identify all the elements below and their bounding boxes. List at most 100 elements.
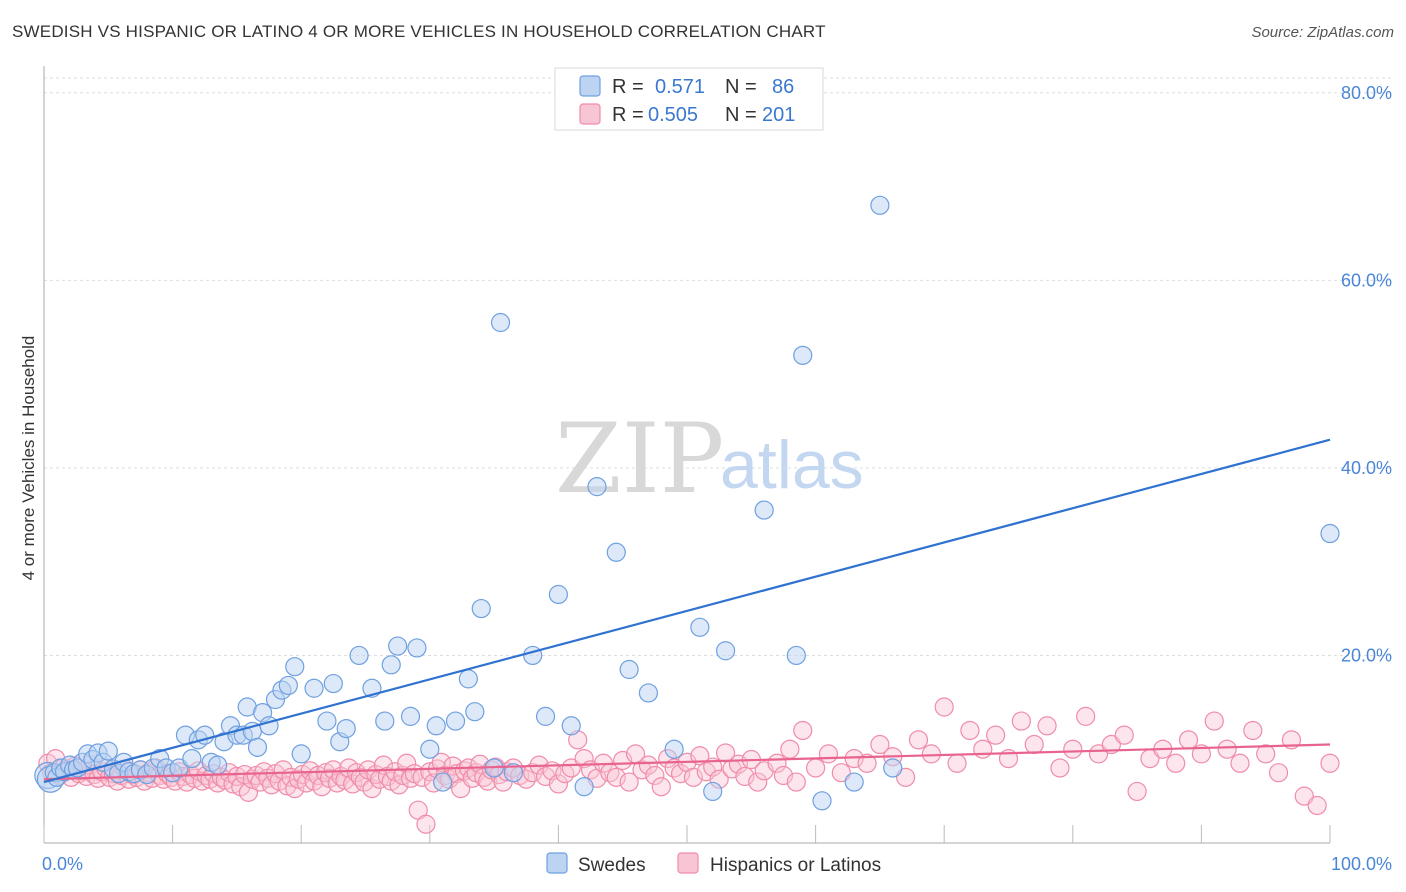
hispanics-point: [1256, 744, 1276, 764]
swedes-point: [278, 675, 298, 696]
hispanics-point: [1281, 730, 1302, 750]
hispanics-point: [1217, 739, 1237, 759]
swedes-point: [465, 702, 485, 722]
hispanics-point: [389, 775, 409, 795]
legend-hispanics-n-value: 201: [762, 104, 795, 126]
hispanics-point: [703, 757, 723, 777]
x-tick-label-max: 100.0%: [1331, 854, 1392, 874]
hispanics-point: [645, 765, 665, 786]
hispanics-point: [934, 697, 954, 717]
hispanics-point: [986, 725, 1006, 745]
hispanics-point: [1204, 711, 1224, 731]
swedes-point: [445, 711, 466, 731]
hispanics-point: [1011, 711, 1031, 731]
legend-hispanics-r-value: 0.505: [648, 104, 698, 126]
swedes-point: [458, 669, 478, 689]
swedes-point: [870, 195, 890, 215]
hispanics-point: [1243, 720, 1263, 741]
swedes-point: [407, 638, 427, 658]
hispanics-point: [1050, 758, 1070, 778]
watermark-atlas: atlas: [720, 427, 864, 503]
hispanics-point: [606, 767, 626, 787]
hispanics-point: [870, 734, 890, 755]
watermark-zip: ZIP: [555, 403, 724, 515]
hispanics-point: [273, 760, 293, 780]
hispanics-point: [805, 758, 826, 778]
hispanics-point: [1088, 744, 1109, 764]
swedes-point: [754, 500, 774, 520]
swedes-point: [381, 655, 401, 675]
hispanics-point: [908, 730, 929, 750]
swedes-point: [490, 312, 511, 333]
hispanics-point: [523, 763, 543, 783]
hispanics-point: [651, 777, 671, 797]
swedes-point: [349, 645, 369, 666]
swedes-point: [375, 711, 395, 731]
hispanics-point: [1191, 744, 1212, 764]
swedes-point: [336, 718, 356, 739]
swedes-point: [786, 645, 806, 666]
watermark: ZIP atlas: [555, 403, 864, 515]
chart-source: Source: ZipAtlas.com: [1251, 24, 1394, 41]
hispanics-point: [831, 763, 851, 783]
swedes-point: [548, 584, 569, 605]
legend-hispanics-swatch: [579, 103, 601, 125]
swedes-point: [793, 345, 813, 365]
hispanics-point: [1307, 795, 1327, 816]
swedes-point: [503, 763, 523, 783]
hispanics-point: [896, 767, 916, 787]
hispanics-point: [857, 753, 877, 773]
hispanics-point: [670, 764, 691, 784]
swedes-point: [883, 758, 903, 778]
swedes-point: [1320, 523, 1340, 544]
hispanics-point: [1268, 763, 1289, 783]
hispanics-point: [818, 744, 839, 764]
hispanics-point: [1101, 734, 1121, 755]
swedes-point: [400, 706, 421, 726]
legend-swedes-r-label: R =: [612, 76, 644, 98]
hispanics-point: [561, 758, 581, 778]
y-tick-label: 60.0%: [1341, 270, 1392, 290]
swedes-point: [638, 683, 659, 703]
swedes-point: [208, 755, 228, 775]
legend-bottom-swedes-label: Swedes: [578, 855, 646, 876]
y-tick-label: 80.0%: [1341, 83, 1392, 103]
hispanics-point: [793, 720, 813, 741]
swedes-point: [664, 739, 684, 759]
hispanics-point: [638, 755, 659, 775]
hispanics-point: [548, 774, 569, 794]
hispanics-point: [1294, 786, 1314, 806]
swedes-point: [291, 744, 311, 764]
x-tick-label-min: 0.0%: [42, 854, 83, 874]
swedes-point: [317, 711, 337, 731]
hispanics-point: [780, 739, 800, 759]
swedes-point: [844, 772, 864, 792]
hispanics-point: [1076, 706, 1096, 726]
hispanics-point: [748, 772, 768, 792]
y-tick-label: 20.0%: [1341, 645, 1392, 665]
hispanics-point: [921, 744, 941, 764]
hispanics-point: [397, 753, 417, 773]
legend-swedes-n-value: 86: [772, 76, 794, 98]
swedes-point: [285, 657, 305, 677]
swedes-point: [323, 673, 343, 694]
hispanics-point: [416, 814, 436, 834]
trend-layer: [43, 438, 1331, 784]
swedes-point: [535, 706, 556, 726]
hispanics-point: [1114, 725, 1134, 745]
swedes-point: [420, 739, 440, 759]
hispanics-point: [296, 773, 316, 793]
legend-bottom-hispanics-label: Hispanics or Latinos: [710, 855, 881, 876]
legend-bottom-swedes-swatch: [546, 852, 568, 874]
legend-hispanics-n-label: N =: [725, 104, 757, 126]
y-axis-title: 4 or more Vehicles in Household: [19, 336, 38, 581]
hispanics-point: [354, 772, 374, 792]
swedes-point: [587, 477, 607, 497]
swedes-point: [471, 598, 491, 619]
hispanics-point: [1024, 734, 1044, 755]
hispanics-point: [1320, 753, 1340, 773]
hispanics-point: [1127, 781, 1147, 802]
swedes-point: [619, 659, 639, 680]
hispanics-trend-line: [43, 743, 1331, 781]
